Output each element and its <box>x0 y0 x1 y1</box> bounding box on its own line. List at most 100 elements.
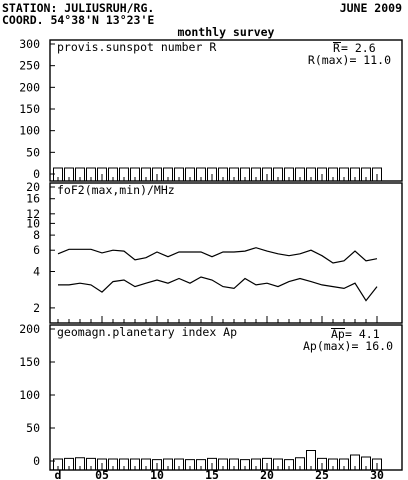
ap-bar <box>185 459 195 470</box>
ap-bar <box>361 456 371 470</box>
ap-bar <box>284 459 294 470</box>
sunspot-bar <box>229 167 239 181</box>
fof2-ytick-label: 8 <box>33 228 40 242</box>
ap-bar <box>317 457 327 470</box>
ap-bar <box>207 457 217 470</box>
ap-bar <box>86 457 96 470</box>
sunspot-bar <box>295 167 305 181</box>
ap-bar <box>306 449 316 470</box>
sunspot-bar <box>350 167 360 181</box>
chart-marks: 3002502001501005002016121086422001501005… <box>19 37 384 480</box>
sunspot-bar <box>207 167 217 181</box>
ap-bar <box>108 458 118 470</box>
sunspot-bar <box>218 167 228 181</box>
fof2-ytick-label: 4 <box>33 265 40 279</box>
x-axis-tick-label: 05 <box>95 468 109 480</box>
sunspot-bar <box>97 167 107 181</box>
x-axis-tick-label: 15 <box>205 468 219 480</box>
subtitle-label: monthly survey <box>178 25 275 39</box>
ap-bar <box>295 457 305 470</box>
ap-mean-value: = 4.1 <box>345 327 380 341</box>
sunspot-bar <box>152 167 162 181</box>
sunspot-bar <box>262 167 272 181</box>
ap-bar <box>229 458 239 470</box>
x-axis-tick-label: 25 <box>315 468 329 480</box>
ap-bar <box>196 459 206 470</box>
sunspot-bar <box>108 167 118 181</box>
ap-bar <box>273 458 283 470</box>
panel-sunspot-frame <box>49 39 403 182</box>
sunspot-mean-symbol: R <box>333 41 340 55</box>
ap-bar <box>240 459 250 470</box>
ap-bar <box>141 458 151 470</box>
fof2-ytick-label: 16 <box>26 192 40 206</box>
sunspot-bar <box>196 167 206 181</box>
sunspot-bar <box>185 167 195 181</box>
sunspot-ytick-label: 0 <box>33 167 40 181</box>
sunspot-bar <box>361 167 371 181</box>
sunspot-bar <box>174 167 184 181</box>
sunspot-bar <box>119 167 129 181</box>
ap-ytick-label: 200 <box>19 322 40 336</box>
sunspot-mean-value: = 2.6 <box>341 41 376 55</box>
fof2-ytick-label: 20 <box>26 180 40 194</box>
x-axis-tick-label: d <box>55 468 62 480</box>
sunspot-bar <box>328 167 338 181</box>
x-axis-tick-label: 20 <box>260 468 274 480</box>
ap-panel-title: geomagn.planetary index Ap <box>57 325 237 339</box>
ap-bar <box>163 458 173 470</box>
x-axis-tick-label: 30 <box>370 468 384 480</box>
ap-bar <box>75 457 85 470</box>
ap-bar <box>152 459 162 470</box>
sunspot-bar <box>64 167 74 181</box>
fof2-ytick-label: 10 <box>26 216 40 230</box>
sunspot-bar <box>130 167 140 181</box>
sunspot-bar <box>372 167 382 181</box>
ap-ytick-label: 100 <box>19 388 40 402</box>
ap-bar <box>174 458 184 470</box>
ap-ytick-label: 50 <box>26 421 40 435</box>
sunspot-bar <box>317 167 327 181</box>
sunspot-ytick-label: 300 <box>19 37 40 51</box>
fof2-ytick-label: 2 <box>33 301 40 315</box>
sunspot-ytick-label: 200 <box>19 80 40 94</box>
sunspot-bar <box>273 167 283 181</box>
ap-bar <box>130 458 140 470</box>
ap-bar <box>97 458 107 470</box>
ap-bar <box>64 457 74 470</box>
panel-fof2-frame <box>49 182 403 324</box>
fof2-max-line <box>57 247 378 264</box>
ap-mean-symbol: Ap <box>331 327 345 341</box>
fof2-panel-title: foF2(max,min)/MHz <box>57 183 175 197</box>
coord-label: COORD. 54°38'N 13°23'E <box>2 13 154 27</box>
x-axis-tick-label: 10 <box>150 468 164 480</box>
sunspot-panel-title: provis.sunspot number R <box>57 40 216 54</box>
sunspot-ytick-label: 150 <box>19 102 40 116</box>
ap-max-value: Ap(max)= 16.0 <box>303 339 393 353</box>
sunspot-bar <box>86 167 96 181</box>
ap-bar <box>328 458 338 470</box>
ap-ytick-label: 0 <box>33 454 40 468</box>
sunspot-bar <box>251 167 261 181</box>
sunspot-bar <box>53 167 63 181</box>
sunspot-bar <box>240 167 250 181</box>
sunspot-bar <box>163 167 173 181</box>
station-label: STATION: JULIUSRUH/RG. <box>2 1 154 15</box>
ap-bar <box>350 454 360 470</box>
fof2-ytick-label: 6 <box>33 243 40 257</box>
sunspot-ytick-label: 250 <box>19 59 40 73</box>
panel-ap-frame <box>49 324 403 471</box>
sunspot-max-value: R(max)= 11.0 <box>308 53 391 67</box>
ap-bar <box>251 458 261 470</box>
date-label: JUNE 2009 <box>340 1 402 15</box>
sunspot-bar <box>339 167 349 181</box>
sunspot-bar <box>75 167 85 181</box>
ap-bar <box>119 458 129 470</box>
ap-bar <box>262 457 272 470</box>
sunspot-ytick-label: 50 <box>26 145 40 159</box>
sunspot-bar <box>306 167 316 181</box>
ap-bar <box>339 458 349 470</box>
ap-bar <box>53 458 63 470</box>
ap-bar <box>372 458 382 470</box>
ap-bar <box>218 458 228 470</box>
